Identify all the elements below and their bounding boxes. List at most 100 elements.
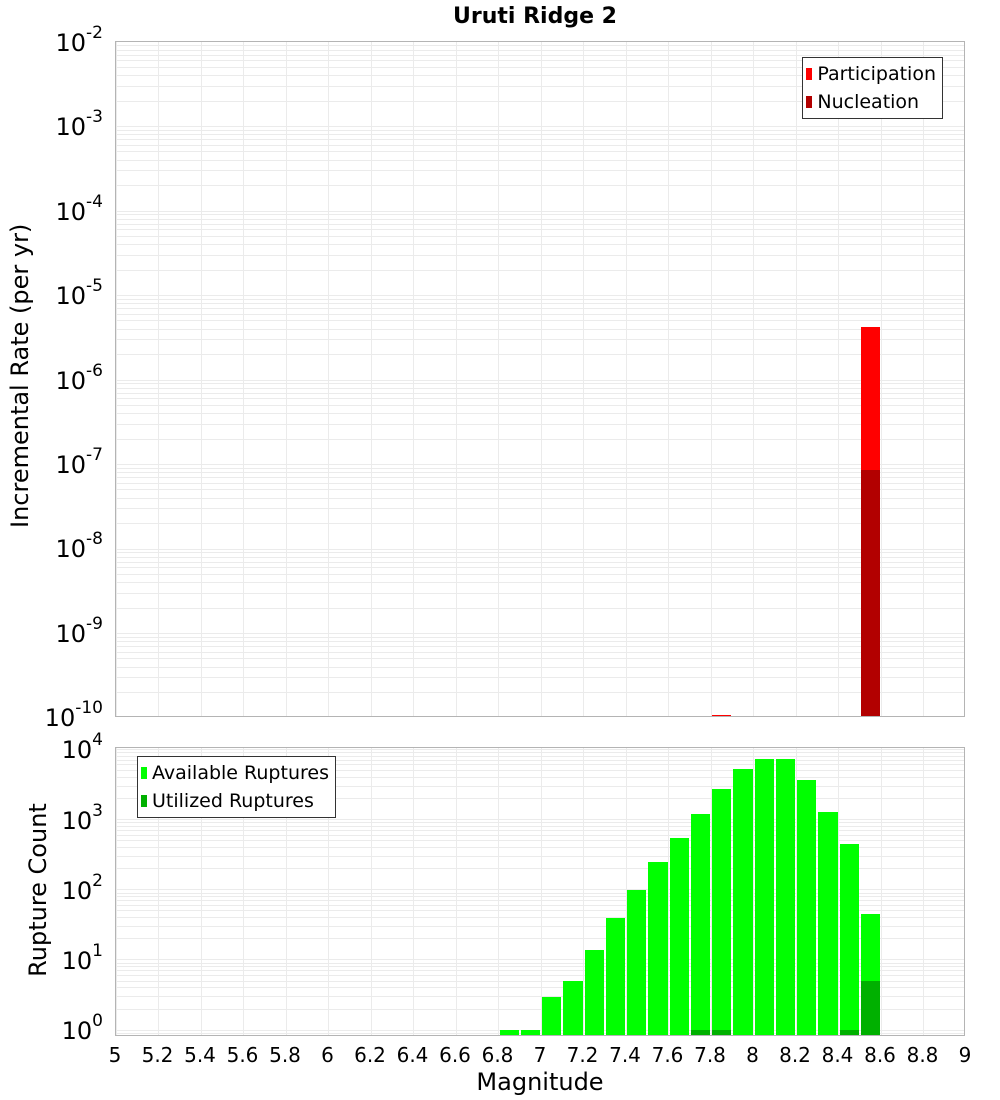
grid-line-vertical [455, 42, 457, 716]
grid-line-vertical [116, 42, 117, 716]
grid-line-vertical [158, 748, 159, 1035]
grid-line-horizontal [116, 210, 964, 212]
x-tick-label: 5.8 [269, 1043, 301, 1067]
grid-line-horizontal [116, 825, 964, 827]
grid-line-horizontal [116, 379, 964, 381]
x-tick-label: 5.6 [226, 1043, 259, 1067]
bar-available-ruptures [648, 861, 668, 1035]
grid-line-horizontal [116, 60, 964, 62]
grid-line-vertical [668, 748, 669, 1035]
grid-line-vertical [200, 42, 202, 716]
grid-line-vertical [625, 42, 627, 716]
grid-line-horizontal [116, 677, 964, 679]
x-tick-label: 7.4 [609, 1043, 641, 1067]
bar-available-ruptures [605, 917, 625, 1035]
grid-line-vertical [540, 748, 542, 1035]
legend-item-participation: Participation [806, 60, 936, 88]
grid-line-horizontal [116, 85, 964, 87]
y-tick-label: 100 [61, 1011, 103, 1046]
grid-line-horizontal [116, 900, 964, 902]
grid-line-horizontal [116, 962, 964, 964]
grid-line-vertical [923, 42, 924, 716]
grid-line-vertical [370, 748, 372, 1035]
grid-line-vertical [243, 42, 244, 716]
grid-line-horizontal [116, 855, 964, 857]
grid-line-vertical [370, 42, 372, 716]
y-tick-label: 10-9 [55, 613, 104, 648]
grid-line-vertical [795, 42, 797, 716]
grid-line-horizontal [116, 966, 964, 968]
grid-line-horizontal [116, 840, 964, 842]
grid-line-horizontal [116, 144, 964, 146]
y-tick-label: 10-3 [55, 107, 104, 142]
grid-line-horizontal [116, 752, 964, 754]
grid-line-vertical [413, 42, 414, 716]
x-tick-label: 7 [533, 1043, 547, 1067]
x-tick-label: 7.8 [694, 1043, 726, 1067]
grid-line-horizontal [116, 320, 964, 322]
bar-utilized-ruptures [690, 1030, 710, 1035]
top-legend: Participation Nucleation [802, 57, 943, 119]
grid-line-horizontal [116, 295, 964, 296]
grid-line-horizontal [116, 482, 964, 484]
x-tick-label: 7.6 [651, 1043, 684, 1067]
legend-item-utilized: Utilized Ruptures [141, 787, 329, 815]
bar-available-ruptures [627, 889, 647, 1035]
y-tick-label: 101 [61, 940, 103, 975]
grid-line-horizontal [116, 298, 964, 300]
grid-line-vertical [328, 748, 329, 1035]
bar-available-ruptures [797, 779, 817, 1035]
bar-available-ruptures [584, 949, 604, 1035]
grid-line-horizontal [116, 339, 964, 341]
legend-item-available: Available Ruptures [141, 759, 329, 787]
grid-line-vertical [285, 42, 287, 716]
grid-line-horizontal [116, 1008, 964, 1010]
grid-line-horizontal [116, 847, 964, 849]
grid-line-horizontal [116, 987, 964, 989]
grid-line-vertical [328, 42, 329, 716]
grid-line-horizontal [116, 49, 964, 51]
grid-line-vertical [413, 748, 414, 1035]
grid-line-horizontal [116, 328, 964, 330]
grid-line-horizontal [116, 159, 964, 161]
grid-line-horizontal [116, 126, 964, 127]
grid-line-horizontal [116, 269, 964, 271]
grid-line-vertical [455, 748, 457, 1035]
bar-available-ruptures [733, 768, 753, 1035]
grid-line-vertical [923, 748, 924, 1035]
grid-line-vertical [583, 42, 584, 716]
grid-line-horizontal [116, 254, 964, 256]
grid-line-horizontal [116, 829, 964, 831]
grid-line-horizontal [116, 134, 964, 136]
bar-utilized-ruptures [839, 1030, 859, 1035]
grid-line-horizontal [116, 975, 964, 977]
participation-swatch-icon [806, 68, 813, 80]
grid-line-horizontal [116, 214, 964, 216]
grid-line-horizontal [116, 392, 964, 394]
y-tick-label: 10-2 [55, 23, 104, 57]
grid-line-horizontal [116, 759, 964, 761]
grid-line-horizontal [116, 651, 964, 653]
grid-line-horizontal [116, 607, 964, 609]
x-tick-label: 5.2 [141, 1043, 174, 1067]
grid-line-horizontal [116, 592, 964, 594]
y-tick-label: 10-4 [55, 191, 104, 226]
x-tick-label: 8 [746, 1043, 759, 1067]
grid-line-horizontal [116, 797, 964, 799]
grid-line-horizontal [116, 467, 964, 469]
grid-line-horizontal [116, 646, 964, 648]
bottom-legend: Available Ruptures Utilized Ruptures [137, 756, 336, 818]
grid-line-horizontal [116, 548, 964, 550]
grid-line-horizontal [116, 464, 964, 465]
x-tick-label: 8.6 [864, 1043, 896, 1067]
grid-line-vertical [583, 748, 584, 1035]
bar-utilized-ruptures [712, 1030, 732, 1035]
grid-line-horizontal [116, 567, 964, 569]
y-tick-label: 104 [61, 730, 103, 765]
grid-line-horizontal [116, 413, 964, 415]
x-tick-label: 6.2 [354, 1043, 386, 1067]
grid-line-horizontal [116, 497, 964, 499]
grid-line-horizontal [116, 573, 964, 575]
grid-line-horizontal [116, 834, 964, 836]
grid-line-horizontal [116, 636, 964, 638]
